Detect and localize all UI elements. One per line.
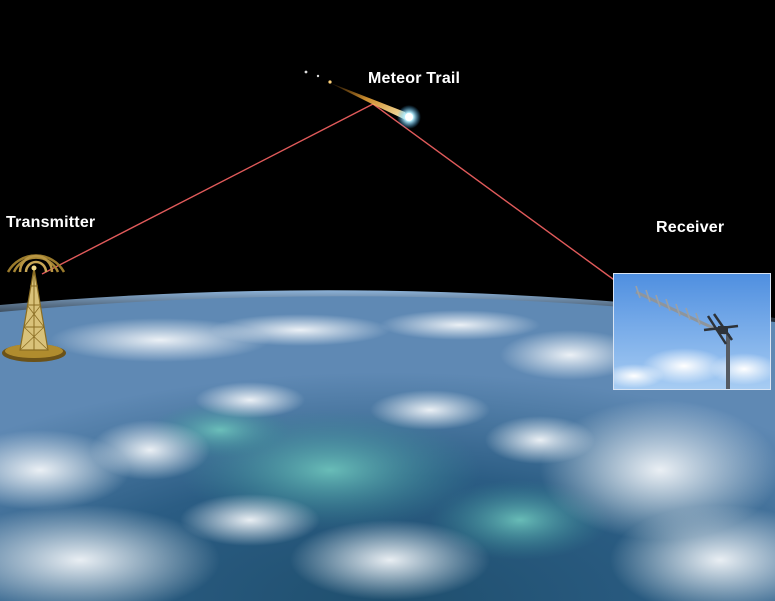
meteor-icon <box>304 70 421 129</box>
cloud-cover <box>0 310 775 601</box>
radio-tower-icon <box>2 254 66 362</box>
receiver-antenna-photo <box>613 273 771 390</box>
receiver-label: Receiver <box>656 219 725 236</box>
yagi-antenna-icon <box>614 274 770 389</box>
transmitter-label: Transmitter <box>6 214 96 231</box>
meteor-trail-label: Meteor Trail <box>368 70 461 87</box>
uplink-path <box>41 103 374 275</box>
downlink-path <box>372 103 629 291</box>
signal-paths <box>41 103 629 291</box>
